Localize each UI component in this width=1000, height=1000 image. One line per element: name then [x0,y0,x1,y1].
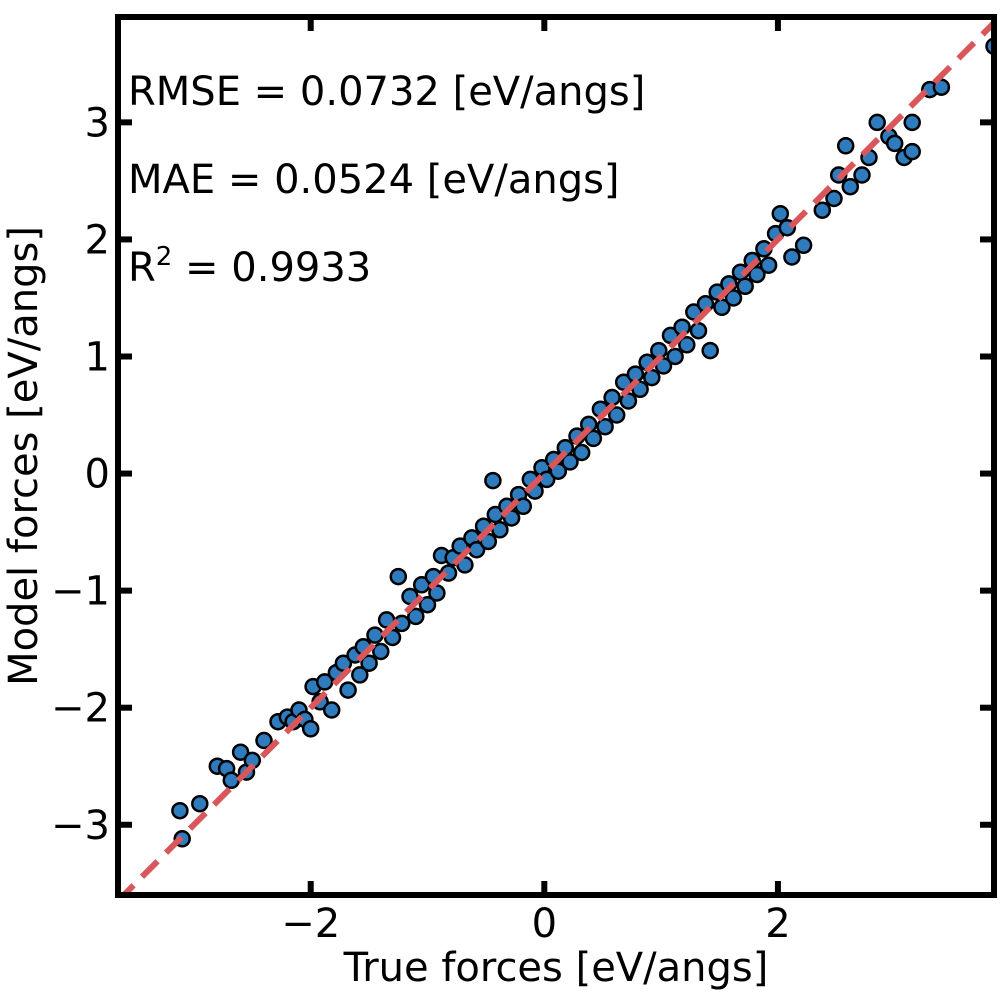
data-point [596,417,614,436]
x-tick-label: 2 [765,901,790,947]
data-point [853,166,871,184]
y-tick-label: −1 [51,569,110,615]
y-tick-label: −2 [51,686,110,732]
data-point [783,248,801,266]
data-point [301,720,320,738]
data-point [654,357,673,375]
data-point [701,341,719,360]
data-point [903,142,921,161]
ticks-layer: −2 0 2 −3 −2 −1 0 1 2 3 [51,17,994,947]
data-point [689,321,708,340]
y-tick-label: 3 [85,100,110,146]
data-point [191,794,209,813]
data-point [366,626,384,644]
data-point [372,642,390,661]
r2-superscript: 2 [156,242,173,272]
data-point [614,373,633,391]
plot-frame [115,14,997,898]
data-point [222,771,241,790]
data-point [841,177,860,196]
data-point [885,134,904,153]
data-point [868,113,886,132]
y-tick-label: 2 [85,217,110,263]
data-point [418,595,437,614]
points-layer [171,37,994,848]
reference-line [119,20,994,895]
y-tick-label: 1 [85,334,110,380]
data-point [491,521,509,539]
data-point [794,236,813,255]
y-tick-label: 0 [85,452,110,498]
data-point [383,628,402,647]
data-point [561,453,579,471]
data-point [748,265,766,284]
x-axis-label: True forces [eV/angs] [343,945,769,991]
data-point [836,137,855,155]
data-point [479,532,498,551]
data-point [451,537,469,555]
data-point [407,607,425,626]
data-point [339,681,357,699]
y-axis-label: Model forces [eV/angs] [1,226,47,686]
r2-value: = 0.9933 [172,245,371,291]
x-tick-label: 0 [532,901,557,947]
x-tick-label: −2 [281,901,340,947]
r2-prefix: R [128,245,156,291]
data-point [322,701,341,719]
data-point [825,189,843,208]
r2-annotation: R2 = 0.9933 [128,242,371,291]
rmse-annotation: RMSE = 0.0732 [eV/angs] [128,69,645,115]
data-point [736,277,754,296]
data-point [666,347,684,366]
data-point [572,443,591,462]
data-point [813,201,832,219]
data-point [584,429,603,448]
data-point [903,113,921,132]
data-point [171,801,189,820]
data-point [678,336,696,354]
data-point [389,567,408,586]
data-point [484,471,502,490]
data-point [351,666,369,684]
data-point [724,289,743,307]
data-point [771,204,790,223]
y-tick-label: −3 [51,803,110,849]
data-point [315,673,334,691]
data-point [231,743,250,761]
data-point [255,731,273,750]
data-point [607,406,626,424]
data-point [643,368,661,387]
mae-annotation: MAE = 0.0524 [eV/angs] [128,157,620,203]
data-point [428,584,446,602]
data-point [759,256,778,274]
data-point [360,654,378,672]
